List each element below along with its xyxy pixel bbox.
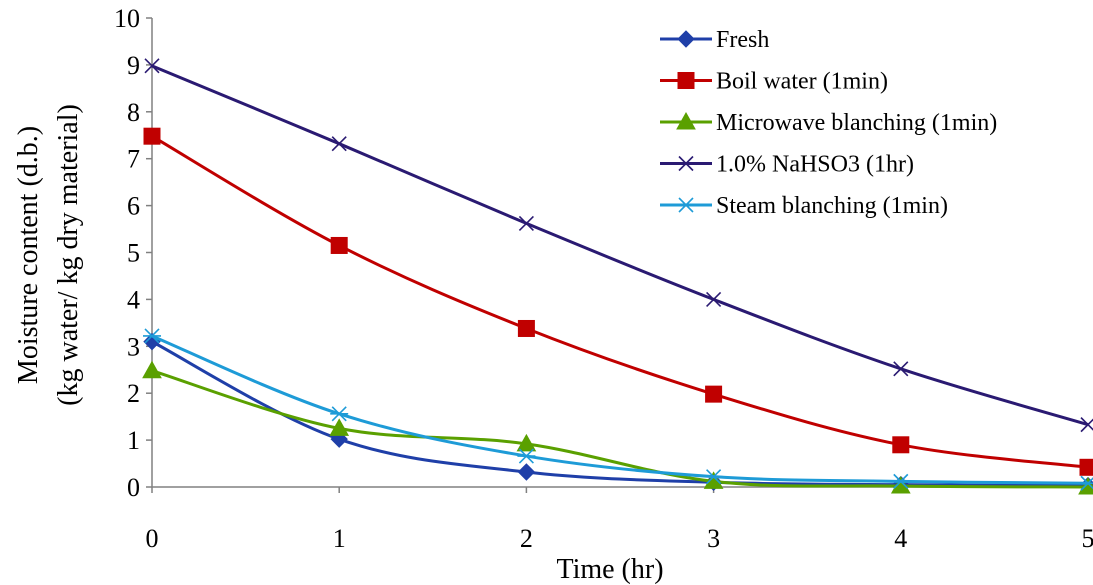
legend-entry-boil-water-1min: Boil water (1min) (660, 69, 888, 95)
legend-marker-microwave-blanching-1min (676, 111, 696, 130)
data-point-steam-blanching-1min (517, 448, 536, 464)
data-point-1-0-nahso3-1hr (893, 361, 909, 377)
series-line-boil-water-1min (151, 134, 1089, 469)
series-line-microwave-blanching-1min (151, 369, 1089, 489)
data-point-1-0-nahso3-1hr-stroke-b (893, 361, 909, 377)
data-point-microwave-blanching-1min (329, 418, 350, 436)
legend-entry-1-0-nahso3-1hr: 1.0% NaHSO3 (1hr) (660, 152, 914, 178)
legend-marker-boil-water-1min (677, 72, 695, 89)
legend-entry-microwave-blanching-1min: Microwave blanching (1min) (660, 110, 997, 136)
tick-labels: 0 1 2 3 4 5 6 7 8 9 10 0 1 2 3 4 5 (114, 4, 1093, 553)
legend-entry-steam-blanching-1min: Steam blanching (1min) (660, 193, 948, 219)
y-tick-label: 8 (127, 98, 140, 127)
y-axis-title-line2: (kg water/ kg dry material) (53, 104, 84, 406)
x-axis-title: Time (hr) (556, 554, 663, 585)
data-point-steam-blanching-1min (891, 473, 910, 489)
legend-label-boil-water-1min: Boil water (1min) (716, 69, 888, 95)
y-tick-label: 3 (127, 332, 140, 361)
y-axis-title-line1: Moisture content (d.b.) (13, 126, 44, 384)
axes (146, 17, 1089, 493)
x-tick-label: 4 (894, 524, 907, 553)
series-layer (142, 58, 1093, 495)
series-boil-water-1min (143, 127, 1093, 476)
data-point-1-0-nahso3-1hr-stroke-b (331, 136, 347, 152)
data-point-1-0-nahso3-1hr (331, 136, 347, 152)
x-tick-label: 2 (520, 524, 533, 553)
x-tick-label: 3 (707, 524, 720, 553)
y-tick-label: 0 (127, 473, 140, 502)
data-point-steam-blanching-1min (330, 406, 349, 422)
series-microwave-blanching-1min (142, 360, 1093, 495)
data-point-1-0-nahso3-1hr (706, 291, 722, 307)
y-tick-label: 9 (127, 51, 140, 80)
series-line-steam-blanching-1min (151, 334, 1089, 485)
y-tick-label: 7 (127, 145, 140, 174)
legend-label-1-0-nahso3-1hr: 1.0% NaHSO3 (1hr) (716, 152, 914, 178)
legend: Fresh Boil water (1min) Microwave blanchin… (660, 27, 997, 219)
data-point-boil-water-1min (330, 236, 348, 254)
data-point-boil-water-1min (892, 436, 910, 454)
series-line-fresh (151, 340, 1089, 488)
x-tick-label: 1 (333, 524, 346, 553)
legend-entry-fresh: Fresh (660, 27, 769, 53)
series-line-1-0-nahso3-1hr (151, 64, 1089, 427)
data-point-1-0-nahso3-1hr-stroke-b (518, 215, 534, 231)
data-point-1-0-nahso3-1hr (518, 215, 534, 231)
x-tick-label: 5 (1082, 524, 1093, 553)
legend-label-fresh: Fresh (716, 27, 769, 53)
y-tick-label: 4 (127, 285, 140, 314)
data-point-microwave-blanching-1min (142, 360, 162, 379)
data-point-1-0-nahso3-1hr (144, 58, 160, 74)
data-point-1-0-nahso3-1hr-stroke-b (706, 291, 722, 307)
data-point-boil-water-1min (143, 127, 161, 145)
data-point-boil-water-1min (1079, 458, 1093, 476)
data-point-fresh (517, 463, 536, 481)
series-1-0-nahso3-1hr (144, 58, 1093, 433)
data-point-steam-blanching-1min (704, 469, 723, 485)
legend-marker-1-0-nahso3-1hr (678, 155, 694, 172)
data-point-1-0-nahso3-1hr-stroke-b (144, 58, 160, 74)
data-point-microwave-blanching-1min (516, 433, 537, 452)
y-tick-label: 1 (127, 426, 140, 455)
x-tick-label: 0 (146, 524, 159, 553)
legend-marker-fresh (677, 30, 695, 48)
y-tick-label: 5 (127, 239, 140, 268)
legend-label-microwave-blanching-1min: Microwave blanching (1min) (716, 110, 997, 136)
data-point-boil-water-1min (517, 319, 535, 337)
data-point-steam-blanching-1min (143, 328, 161, 344)
legend-marker-steam-blanching-1min (677, 197, 695, 213)
series-steam-blanching-1min (143, 328, 1093, 491)
legend-marker-1-0-nahso3-1hr-stroke-b (678, 155, 694, 172)
y-tick-label: 10 (114, 4, 140, 33)
y-tick-label: 6 (127, 192, 140, 221)
legend-label-steam-blanching-1min: Steam blanching (1min) (716, 193, 948, 219)
y-tick-label: 2 (127, 379, 140, 408)
data-point-boil-water-1min (705, 385, 723, 403)
